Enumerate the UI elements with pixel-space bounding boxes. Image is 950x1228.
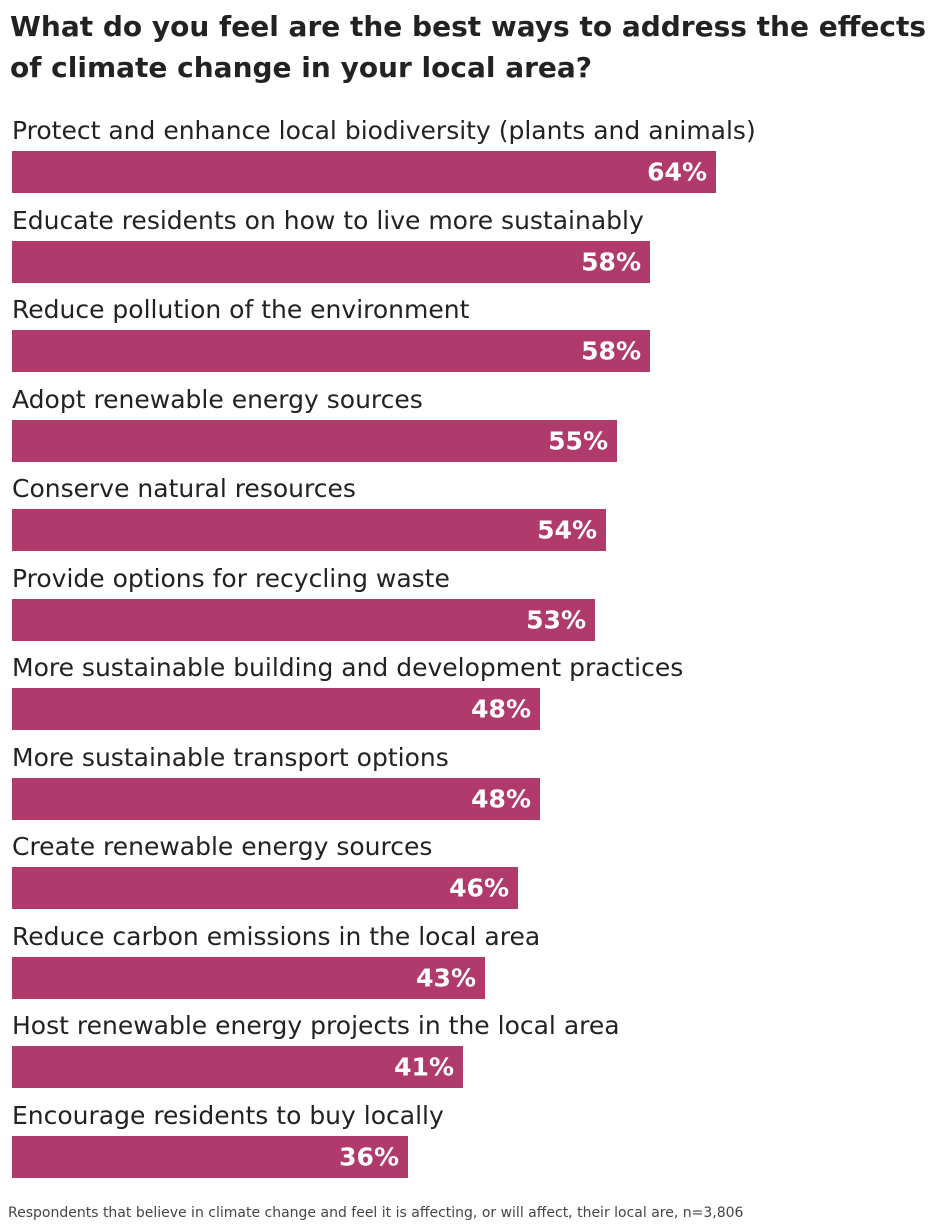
bar: 53%: [12, 598, 595, 641]
bar: 41%: [12, 1046, 463, 1088]
bar-value-label: 55%: [548, 426, 608, 455]
bar: 48%: [12, 777, 540, 820]
bar-value-label: 58%: [581, 247, 641, 276]
bar-value-label: 41%: [394, 1052, 454, 1082]
bar: 54%: [12, 509, 606, 551]
bar-value-label: 54%: [537, 515, 597, 545]
category-label: Provide options for recycling waste: [12, 563, 450, 593]
bar-value-label: 64%: [647, 157, 707, 187]
category-label: Educate residents on how to live more su…: [12, 205, 644, 235]
bar-value-label: 58%: [581, 336, 641, 366]
bar: 46%: [12, 867, 518, 909]
bar-value-label: 48%: [471, 784, 531, 813]
category-label: Conserve natural resources: [12, 474, 356, 503]
category-label: Adopt renewable energy sources: [12, 384, 423, 414]
bar-value-label: 48%: [471, 694, 531, 724]
bar: 36%: [12, 1135, 408, 1178]
category-label: Create renewable energy sources: [12, 832, 433, 861]
category-label: Reduce pollution of the environment: [12, 295, 470, 324]
category-label: More sustainable building and developmen…: [12, 653, 684, 682]
bar-value-label: 43%: [416, 963, 476, 992]
category-label: Encourage residents to buy locally: [12, 1100, 444, 1130]
chart-footnote: Respondents that believe in climate chan…: [8, 1205, 744, 1221]
bar-value-label: 36%: [339, 1142, 399, 1171]
category-label: Host renewable energy projects in the lo…: [12, 1011, 620, 1040]
chart-title: What do you feel are the best ways to ad…: [10, 10, 927, 84]
category-label: Protect and enhance local biodiversity (…: [12, 116, 756, 145]
bar-value-label: 53%: [526, 605, 586, 634]
bar: 43%: [12, 956, 485, 999]
bar-value-label: 46%: [449, 873, 509, 903]
category-label: More sustainable transport options: [12, 742, 449, 772]
bar: 64%: [12, 151, 716, 193]
bar: 58%: [12, 330, 650, 372]
bar: 55%: [12, 419, 617, 462]
bar: 58%: [12, 240, 650, 283]
category-label: Reduce carbon emissions in the local are…: [12, 921, 541, 951]
bar: 48%: [12, 688, 540, 730]
